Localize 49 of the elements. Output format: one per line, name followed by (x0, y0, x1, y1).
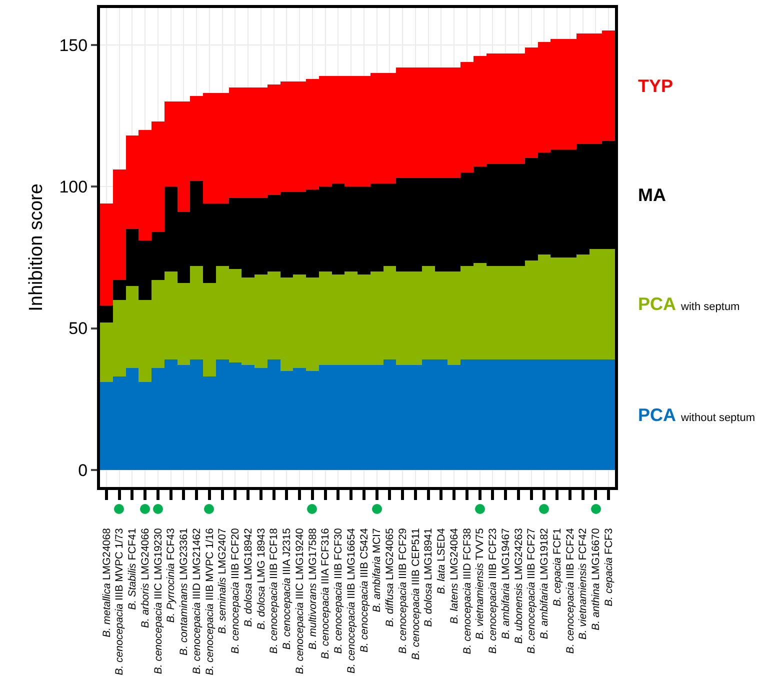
x-tick-label: B. contaminans LMG23361 (178, 528, 190, 656)
x-tick-label: B. cenocepacia IIID LMG21462 (190, 528, 203, 674)
x-tick-label: B. arboris LMG24066 (139, 528, 152, 628)
series-label: TYP (638, 76, 674, 96)
x-tick-label: B. cenocepacia IIIB FCF29 (396, 528, 409, 654)
x-tick-label: B. cenocepacia IIIB MVPC 1/73 (114, 528, 126, 676)
y-tick-label: 50 (68, 319, 88, 338)
x-tick-label: B. dolosa LMG18941 (422, 528, 435, 627)
x-tick-label: B. anthina LMG16670 (590, 528, 602, 630)
x-tick-label: B. diffusa LMG24065 (384, 528, 396, 627)
x-tick-label: B. cenocepacia IIIB FCF24 (564, 528, 576, 654)
x-tick-label: B. cenocepacia IIIB LMG16654 (345, 528, 358, 674)
x-tick-label: B. cenocepacia IIID FCF38 (461, 528, 474, 654)
x-tick-label: B. cenocepacia IIIB FCF18 (268, 528, 280, 654)
series-label: PCA with septum (638, 294, 740, 314)
x-tick-label: B. cenocepacia IIIA FCF316 (320, 528, 332, 659)
x-tick-label: B. ambifaria LMG19467 (500, 528, 512, 640)
x-tick-label: B. cenocepacia IIIC LMG19240 (294, 528, 306, 674)
x-tick-label: B. dolosa LMG18942 (242, 528, 254, 627)
x-tick-label: B. seminalis LMG2407 (216, 528, 229, 634)
x-tick-label: B. cenocepacia IIIB FCF23 (487, 528, 500, 654)
x-tick-label: B. vietnamiensis TVV75 (474, 528, 486, 640)
y-tick-label: 150 (59, 36, 88, 55)
x-tick-label: B. metallica LMG24068 (100, 528, 113, 638)
y-tick-label: 0 (78, 460, 88, 480)
x-tick-label: B. cenocepacia IIIB FCF27 (526, 528, 538, 654)
x-tick-label: B. Pyrrocinia FCF43 (165, 528, 178, 623)
x-tick-label: B. vietnamiensis FCF42 (577, 528, 590, 640)
series-label: MA (638, 185, 666, 205)
x-tick-label: B. cenocepacia IIIB FCF20 (230, 528, 242, 654)
x-tick-label: B. cenocepacia IIIC LMG19230 (152, 528, 164, 674)
x-tick-label: B. cenocepacia IIIB C5424 (358, 528, 370, 653)
x-tick-label: B. cepacia FCF1 (551, 528, 564, 606)
x-tick-label: B. latens LMG24064 (448, 528, 460, 624)
x-tick-label: B. multivorans LMG17588 (306, 528, 319, 650)
x-tick-label: B. ubonensis LMG24263 (512, 528, 525, 644)
x-tick-label: B. cenocepacia IIIB MVPC 1/16 (204, 528, 216, 676)
x-tick-label: B. dolosa LMG 18943 (255, 528, 268, 630)
x-tick-label: B. cenocepacia IIIA J2315 (281, 528, 294, 650)
series-label: PCA without septum (638, 405, 756, 425)
x-tick-label: B. lata LSED4 (436, 528, 448, 594)
x-tick-label: B. cenocepacia IIIB CEP511 (410, 528, 422, 660)
y-tick-label: 100 (59, 178, 88, 197)
x-tick-label: B. ambifaria LMG19182 (538, 528, 551, 640)
x-tick-label: B. Stabilis FCF41 (126, 528, 139, 610)
x-tick-label: B. ambifaria MCI7 (371, 528, 384, 612)
x-tick-label: B. cenocepacia IIIB FCF30 (332, 528, 345, 654)
x-tick-label: B. cepacia FCF3 (602, 528, 615, 606)
y-axis-title: Inhibition score (26, 184, 48, 312)
